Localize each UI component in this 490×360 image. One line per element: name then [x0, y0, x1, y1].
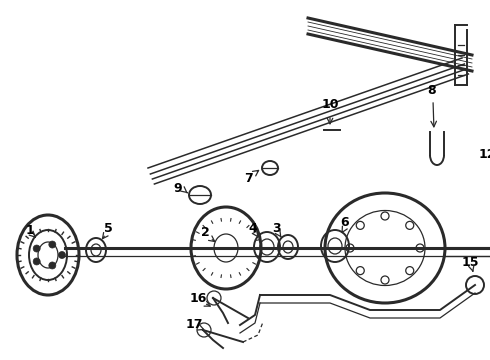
Text: 4: 4	[248, 221, 257, 234]
Text: 17: 17	[185, 319, 203, 332]
Text: 10: 10	[321, 99, 339, 112]
Text: 1: 1	[25, 224, 34, 237]
Text: 5: 5	[103, 221, 112, 234]
Text: 16: 16	[189, 292, 207, 305]
Text: 8: 8	[428, 84, 436, 96]
Text: 9: 9	[173, 181, 182, 194]
Text: 12: 12	[478, 148, 490, 162]
Text: 2: 2	[200, 225, 209, 238]
Circle shape	[49, 262, 56, 269]
Circle shape	[58, 252, 66, 258]
Text: 6: 6	[341, 216, 349, 229]
Circle shape	[49, 241, 56, 248]
Text: 3: 3	[271, 221, 280, 234]
Circle shape	[33, 245, 40, 252]
Circle shape	[33, 258, 40, 265]
Text: 15: 15	[461, 256, 479, 269]
Text: 7: 7	[244, 171, 252, 184]
